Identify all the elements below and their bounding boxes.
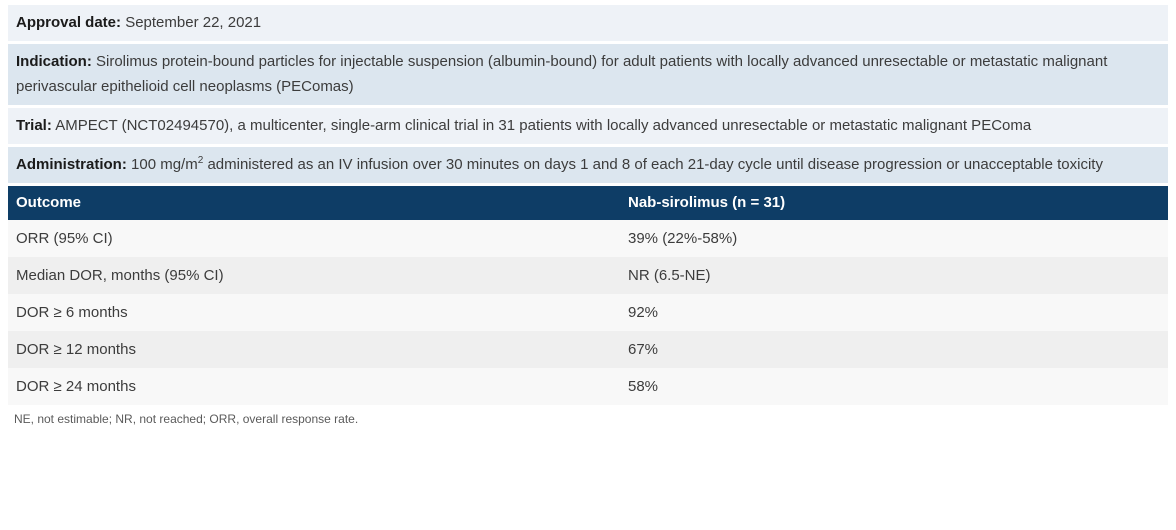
trial-row: Trial: AMPECT (NCT02494570), a multicent… xyxy=(8,108,1168,144)
outcome-cell: DOR ≥ 24 months xyxy=(16,378,136,395)
administration-text-before: 100 mg/m xyxy=(131,156,198,173)
value-cell: 58% xyxy=(628,378,659,395)
table-header-row: Outcome Nab-sirolimus (n = 31) xyxy=(8,186,1168,220)
value-cell: 39% (22%-58%) xyxy=(628,230,738,247)
drug-approval-summary: Approval date: September 22, 2021 Indica… xyxy=(8,5,1168,426)
value-cell: NR (6.5-NE) xyxy=(628,267,711,284)
outcome-cell: ORR (95% CI) xyxy=(16,230,113,247)
approval-date-text: September 22, 2021 xyxy=(125,14,262,31)
approval-date-row: Approval date: September 22, 2021 xyxy=(8,5,1168,41)
table-row-dor-24-months: DOR ≥ 24 months 58% xyxy=(8,368,1168,405)
header-outcome: Outcome xyxy=(16,194,82,211)
table-row-orr: ORR (95% CI) 39% (22%-58%) xyxy=(8,220,1168,257)
approval-date-label: Approval date: xyxy=(16,14,122,31)
indication-text: Sirolimus protein-bound particles for in… xyxy=(16,53,1108,95)
header-nab-sirolimus: Nab-sirolimus (n = 31) xyxy=(628,194,786,211)
administration-text-after: administered as an IV infusion over 30 m… xyxy=(203,156,1103,173)
indication-label: Indication: xyxy=(16,53,92,70)
table-row-dor-12-months: DOR ≥ 12 months 67% xyxy=(8,331,1168,368)
trial-text: AMPECT (NCT02494570), a multicenter, sin… xyxy=(55,117,1032,134)
administration-label: Administration: xyxy=(16,156,127,173)
trial-label: Trial: xyxy=(16,117,52,134)
abbreviations-footnote: NE, not estimable; NR, not reached; ORR,… xyxy=(14,412,359,426)
administration-row: Administration: 100 mg/m2 administered a… xyxy=(8,147,1168,183)
outcome-cell: Median DOR, months (95% CI) xyxy=(16,267,224,284)
table-row-median-dor: Median DOR, months (95% CI) NR (6.5-NE) xyxy=(8,257,1168,294)
value-cell: 67% xyxy=(628,341,659,358)
outcome-cell: DOR ≥ 6 months xyxy=(16,304,128,321)
value-cell: 92% xyxy=(628,304,659,321)
outcomes-table: Outcome Nab-sirolimus (n = 31) ORR (95% … xyxy=(8,186,1168,405)
table-row-dor-6-months: DOR ≥ 6 months 92% xyxy=(8,294,1168,331)
indication-row: Indication: Sirolimus protein-bound part… xyxy=(8,44,1168,105)
outcome-cell: DOR ≥ 12 months xyxy=(16,341,136,358)
administration-superscript: 2 xyxy=(197,155,204,166)
